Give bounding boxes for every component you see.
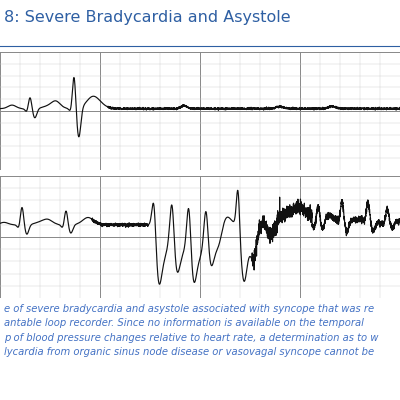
Text: 8: Severe Bradycardia and Asystole: 8: Severe Bradycardia and Asystole xyxy=(4,10,291,25)
Text: e of severe bradycardia and asystole associated with syncope that was re
antable: e of severe bradycardia and asystole ass… xyxy=(4,304,378,357)
